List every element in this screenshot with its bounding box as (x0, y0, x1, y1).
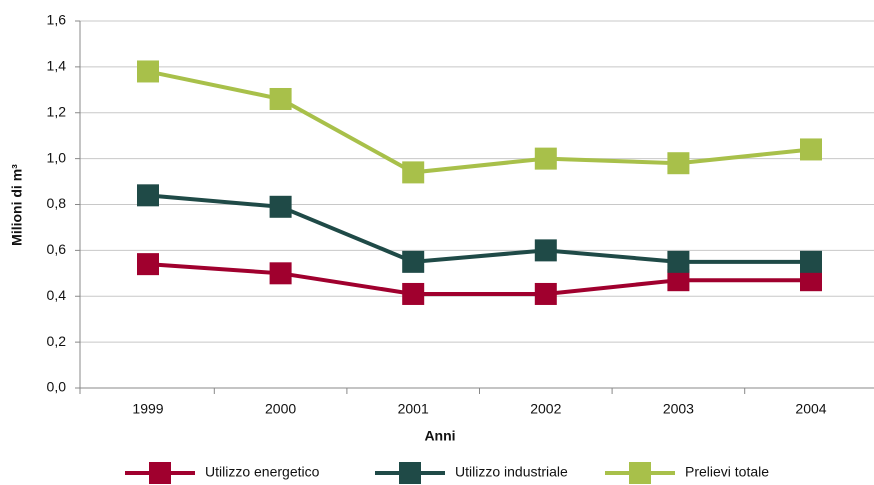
point-marker (800, 138, 822, 161)
point-marker (667, 250, 690, 273)
x-tick-label: 2004 (795, 401, 826, 417)
point-marker (534, 282, 557, 305)
legend-label: Prelievi totale (685, 464, 769, 480)
point-marker (667, 269, 690, 292)
point-marker (402, 250, 425, 273)
point-marker (269, 262, 292, 285)
y-tick-label: 1,6 (47, 12, 67, 28)
legend-marker (629, 462, 651, 484)
legend-label: Utilizzo energetico (205, 464, 320, 480)
series-line (147, 69, 812, 175)
point-marker (667, 152, 690, 175)
y-axis-label: Milioni di m³ (9, 164, 25, 246)
y-tick-label: 0,8 (47, 195, 67, 211)
point-marker (800, 269, 822, 292)
series-line (147, 262, 811, 296)
y-tick-label: 0,4 (47, 287, 67, 303)
point-marker (534, 239, 557, 262)
point-marker (137, 184, 159, 207)
point-marker (269, 195, 292, 218)
point-marker (269, 87, 292, 110)
point-marker (402, 282, 425, 305)
x-tick-label: 1999 (132, 401, 163, 417)
y-tick-label: 0,6 (47, 241, 67, 257)
y-tick-label: 0,2 (47, 333, 67, 349)
y-tick-label: 1,4 (47, 58, 67, 74)
y-tick-label: 1,2 (47, 103, 67, 119)
x-tick-label: 2003 (663, 401, 694, 417)
x-axis-label: Anni (424, 428, 455, 444)
point-marker (137, 60, 159, 83)
legend-marker (149, 462, 171, 484)
y-tick-label: 1,0 (47, 149, 67, 165)
x-tick-label: 2001 (398, 401, 429, 417)
series-line (147, 193, 811, 264)
point-marker (402, 161, 425, 184)
point-marker (534, 147, 557, 170)
x-tick-label: 2000 (265, 401, 296, 417)
y-tick-label: 0,0 (47, 379, 67, 395)
legend-label: Utilizzo industriale (455, 464, 568, 480)
point-marker (800, 250, 822, 273)
x-tick-label: 2002 (530, 401, 561, 417)
point-marker (137, 253, 159, 276)
legend-marker (399, 462, 421, 484)
